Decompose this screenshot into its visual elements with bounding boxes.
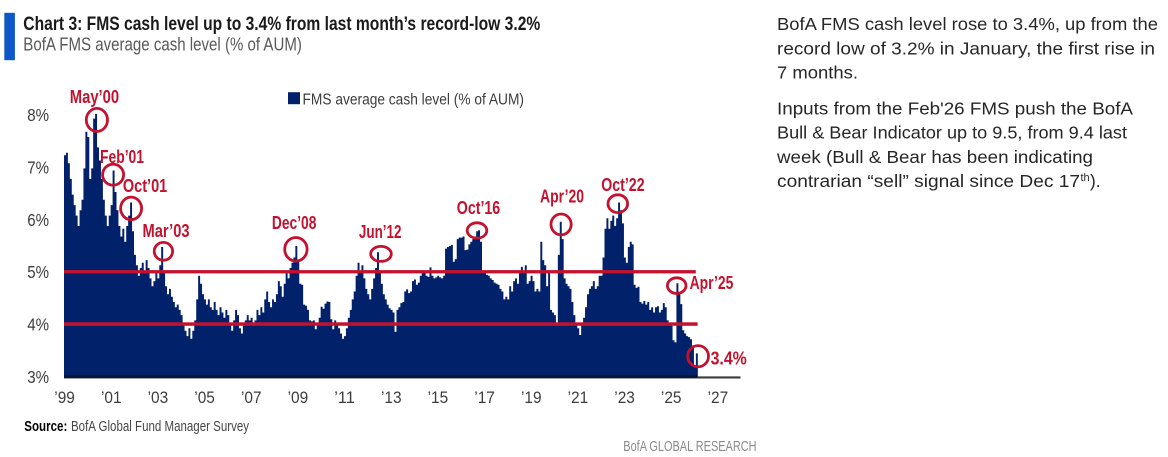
- svg-text:’21: ’21: [568, 388, 589, 407]
- svg-text:FMS average cash level (% of A: FMS average cash level (% of AUM): [303, 91, 525, 108]
- svg-text:4%: 4%: [27, 315, 49, 335]
- svg-text:’19: ’19: [521, 388, 542, 407]
- svg-text:’01: ’01: [101, 388, 122, 407]
- svg-text:May’00: May’00: [70, 87, 119, 107]
- svg-text:’09: ’09: [288, 388, 309, 407]
- svg-text:’11: ’11: [334, 388, 355, 407]
- svg-text:’07: ’07: [241, 388, 262, 407]
- svg-text:Apr’25: Apr’25: [690, 273, 734, 293]
- svg-text:th: th: [1081, 172, 1090, 184]
- svg-text:’13: ’13: [381, 388, 402, 407]
- svg-text:week (Bull & Bear has been ind: week (Bull & Bear has been indicating: [776, 147, 1093, 167]
- svg-text:Jun’12: Jun’12: [359, 222, 402, 242]
- svg-text:Chart 3: FMS cash level up to: Chart 3: FMS cash level up to 3.4% from …: [23, 14, 540, 35]
- svg-text:’03: ’03: [148, 388, 169, 407]
- svg-text:3%: 3%: [27, 367, 49, 387]
- svg-text:5%: 5%: [27, 262, 49, 282]
- svg-text:Bull & Bear Indicator up to 9.: Bull & Bear Indicator up to 9.5, from 9.…: [777, 123, 1127, 143]
- svg-text:Feb’01: Feb’01: [100, 147, 144, 167]
- svg-text:record low of 3.2% in January,: record low of 3.2% in January, the first…: [777, 39, 1155, 59]
- svg-text:Inputs from the Feb'26 FMS pus: Inputs from the Feb'26 FMS push the BofA: [777, 98, 1134, 118]
- svg-text:Oct’01: Oct’01: [123, 176, 167, 196]
- svg-text:contrarian “sell” signal since: contrarian “sell” signal since Dec 17: [777, 171, 1080, 191]
- svg-text:’15: ’15: [428, 388, 449, 407]
- svg-text:’27: ’27: [708, 388, 729, 407]
- svg-text:BofA FMS average cash level (%: BofA FMS average cash level (% of AUM): [23, 34, 302, 55]
- svg-text:’99: ’99: [54, 388, 75, 407]
- svg-text:’05: ’05: [194, 388, 215, 407]
- svg-text:7%: 7%: [27, 157, 49, 177]
- svg-text:BofA FMS cash level rose to 3.: BofA FMS cash level rose to 3.4%, up fro…: [777, 14, 1158, 34]
- svg-text:8%: 8%: [27, 105, 49, 125]
- svg-text:BofA GLOBAL RESEARCH: BofA GLOBAL RESEARCH: [623, 438, 756, 455]
- svg-text:Oct’22: Oct’22: [601, 175, 644, 195]
- svg-text:7 months.: 7 months.: [777, 63, 858, 83]
- svg-text:).: ).: [1090, 171, 1101, 191]
- svg-text:Source:: Source:: [24, 419, 67, 435]
- svg-text:’17: ’17: [474, 388, 495, 407]
- svg-text:6%: 6%: [27, 210, 49, 230]
- svg-text:3.4%: 3.4%: [711, 349, 747, 369]
- svg-text:Dec’08: Dec’08: [272, 213, 317, 233]
- svg-text:Apr’20: Apr’20: [540, 187, 584, 207]
- svg-text:’25: ’25: [661, 388, 682, 407]
- svg-text:Oct’16: Oct’16: [457, 198, 500, 218]
- svg-text:BofA Global Fund Manager Surve: BofA Global Fund Manager Survey: [71, 419, 250, 435]
- svg-text:Mar’03: Mar’03: [143, 221, 190, 241]
- svg-text:’23: ’23: [614, 388, 635, 407]
